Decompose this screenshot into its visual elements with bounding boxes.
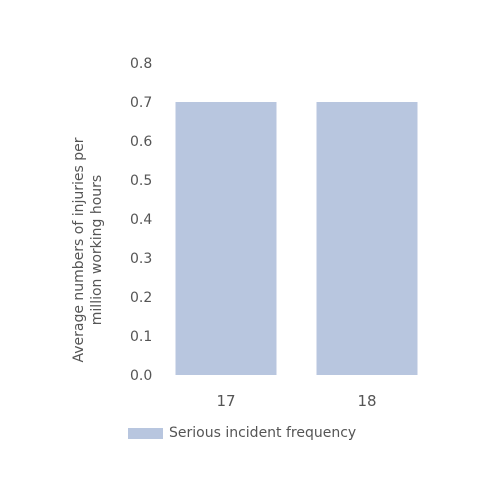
y-tick-label: 0.0 bbox=[130, 368, 152, 384]
y-tick-label: 0.1 bbox=[130, 329, 152, 345]
y-tick-label: 0.8 bbox=[130, 56, 152, 72]
y-tick-label: 0.7 bbox=[130, 95, 152, 111]
y-tick-label: 0.3 bbox=[130, 251, 152, 267]
y-tick-label: 0.4 bbox=[130, 212, 152, 228]
legend-label: Serious incident frequency bbox=[169, 425, 357, 441]
legend-swatch bbox=[128, 427, 163, 439]
bars bbox=[175, 102, 418, 375]
y-axis-title: Average numbers of injuries per million w… bbox=[71, 137, 105, 362]
bar bbox=[316, 102, 418, 375]
legend: Serious incident frequency bbox=[128, 425, 356, 441]
y-tick-label: 0.6 bbox=[130, 134, 152, 150]
y-tick-label: 0.5 bbox=[130, 173, 152, 189]
y-axis-title-line: Average numbers of injuries per bbox=[71, 137, 87, 362]
y-tick-label: 0.2 bbox=[130, 290, 152, 306]
bar bbox=[175, 102, 277, 375]
y-axis-ticks: 0.0 0.1 0.2 0.3 0.4 0.5 0.6 0.7 0.8 bbox=[130, 56, 152, 384]
x-axis-ticks: 17 18 bbox=[216, 392, 376, 410]
x-tick-label: 17 bbox=[216, 392, 235, 410]
y-axis-title-line: million working hours bbox=[89, 175, 105, 325]
x-tick-label: 18 bbox=[357, 392, 376, 410]
